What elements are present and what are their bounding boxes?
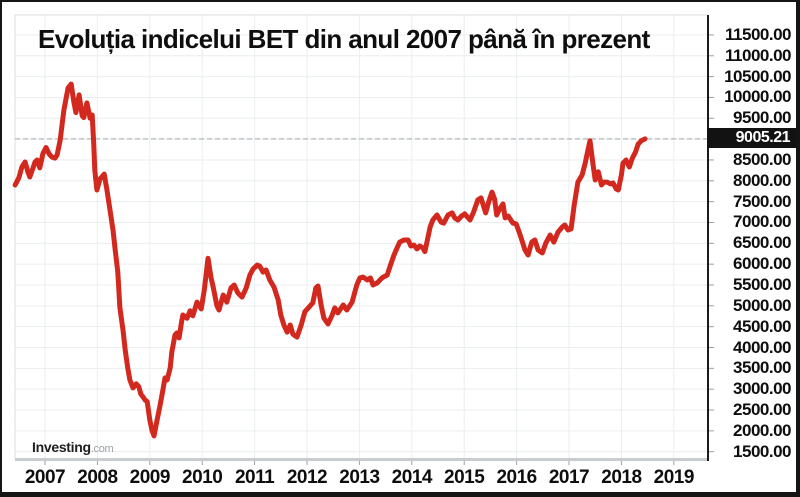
x-axis-label: 2011 <box>234 467 275 488</box>
y-axis-label: 11500.00 <box>725 24 791 44</box>
y-axis-label: 10000.00 <box>724 87 791 107</box>
y-axis-label: 3500.00 <box>733 358 791 378</box>
watermark: Investing.com <box>32 439 114 455</box>
watermark-brand: Investing <box>32 439 91 455</box>
x-axis-label: 2015 <box>444 467 485 488</box>
y-axis-label: 9500.00 <box>733 108 791 128</box>
y-axis-label: 3000.00 <box>733 379 791 399</box>
x-axis-line <box>15 458 707 461</box>
x-axis-label: 2019 <box>653 467 695 488</box>
x-axis-label: 2012 <box>286 467 328 488</box>
x-axis-label: 2013 <box>339 467 380 488</box>
x-axis-label: 2018 <box>601 467 642 488</box>
watermark-suffix: .com <box>90 443 114 455</box>
y-axis-line <box>707 15 709 461</box>
x-axis-label: 2010 <box>182 467 223 488</box>
x-axis-label: 2008 <box>77 467 118 488</box>
y-axis-label: 11000.00 <box>725 45 791 65</box>
y-axis-label: 2500.00 <box>733 400 791 419</box>
x-axis-label: 2016 <box>496 467 537 488</box>
y-axis-label: 4000.00 <box>733 337 791 357</box>
y-axis-label: 7500.00 <box>733 191 791 211</box>
x-axis-label: 2009 <box>129 467 171 488</box>
x-axis-label: 2007 <box>24 467 66 488</box>
y-axis-label: 5000.00 <box>733 295 791 315</box>
y-axis-label: 6500.00 <box>733 233 791 253</box>
y-axis-label: 1500.00 <box>733 441 791 461</box>
current-value-badge: 9005.21 <box>707 127 796 148</box>
x-axis-label: 2017 <box>548 467 590 488</box>
y-axis-label: 6000.00 <box>733 254 791 274</box>
page-title: Evoluția indicelui BET din anul 2007 pân… <box>38 24 650 54</box>
y-axis-label: 5500.00 <box>733 274 791 294</box>
y-axis-label: 4500.00 <box>733 316 791 336</box>
chart-canvas <box>12 14 714 465</box>
y-axis-label: 8000.00 <box>733 170 791 190</box>
y-axis-label: 8500.00 <box>733 149 791 169</box>
bet-price-line <box>12 81 648 439</box>
y-axis-label: 10500.00 <box>724 66 791 86</box>
y-axis-label: 7000.00 <box>733 212 791 232</box>
x-axis-label: 2014 <box>391 467 433 488</box>
y-axis-label: 2000.00 <box>733 420 791 440</box>
